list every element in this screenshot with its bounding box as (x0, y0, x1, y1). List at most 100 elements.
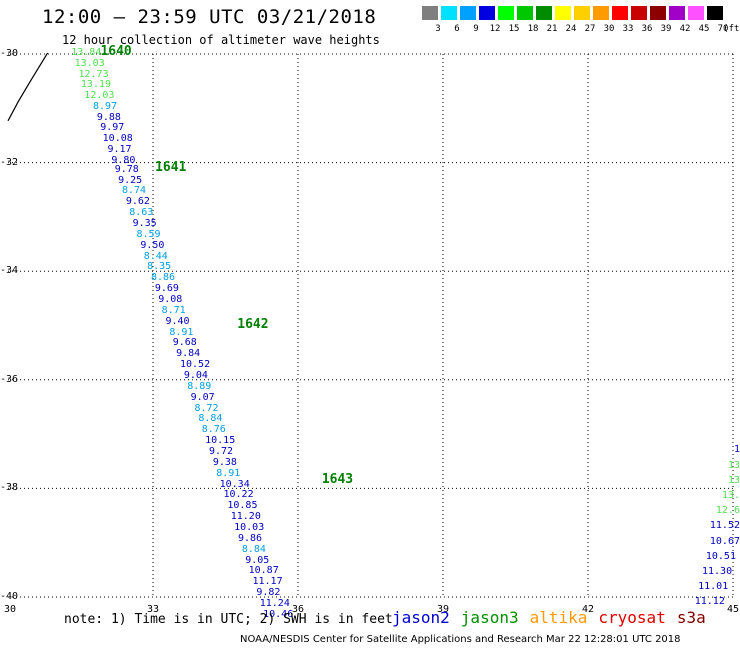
lat-tick-label: -32 (0, 156, 19, 168)
wave-height-label: 9.08 (158, 293, 183, 305)
orbit-number-label: 1642 (237, 316, 269, 332)
lat-tick-label: -30 (0, 48, 19, 59)
colorbar-swatch (441, 6, 457, 20)
colorbar-label: 21 (546, 24, 558, 34)
colorbar-label: 42 (679, 24, 691, 34)
lon-tick-label: 39 (436, 604, 450, 615)
wave-height-label: 9.25 (118, 174, 143, 186)
wave-height-label: 13.03 (74, 57, 105, 69)
colorbar-swatch (593, 6, 609, 20)
wave-height-label: 8.72 (194, 402, 219, 414)
lat-tick-label: -36 (0, 373, 19, 385)
satellite-name: altika (529, 608, 588, 627)
wave-height-label: 9.80 (111, 154, 136, 166)
wave-height-label: 13.84 (71, 47, 102, 59)
colorbar-label: 15 (508, 24, 520, 34)
orbit-number-label: 1640 (100, 44, 132, 60)
colorbar-label: 33 (622, 24, 634, 34)
wave-height-label: 8.71 (161, 304, 186, 316)
coastline (7, 52, 49, 122)
colorbar-label: 9 (473, 24, 479, 34)
wave-height-label: 12.73 (78, 68, 109, 80)
colorbar-swatch (574, 6, 590, 20)
colorbar-label: 45 (698, 24, 710, 34)
wave-height-label: 9.05 (245, 554, 270, 566)
wave-height-label: 9.04 (183, 369, 208, 381)
wave-height-label: 12.03 (84, 89, 115, 101)
wave-height-label: 10.51 (705, 550, 736, 562)
colorbar-label: 30 (603, 24, 615, 34)
wave-height-label: 8.35 (147, 261, 172, 273)
colorbar-label: 27 (584, 24, 596, 34)
colorbar-label: 12 (489, 24, 501, 34)
wave-height-label: 9.68 (172, 337, 197, 349)
wave-height-label: 13. (721, 490, 740, 501)
lon-tick-label: 42 (581, 604, 595, 615)
wave-height-label: 8.63 (129, 207, 154, 219)
wave-height-label: 11.24 (259, 598, 290, 610)
colorbar-swatch (517, 6, 533, 20)
wave-height-label: 10.52 (180, 359, 211, 371)
colorbar-swatch (422, 6, 438, 20)
lon-tick-label: 36 (291, 604, 305, 615)
wave-height-label: 8.86 (151, 272, 176, 284)
colorbar-swatch (536, 6, 552, 20)
colorbar-label: 18 (527, 24, 539, 34)
colorbar-label: 36 (641, 24, 653, 34)
colorbar-swatch (555, 6, 571, 20)
satellite-name: jason2 (392, 608, 450, 627)
satellite-legend: jason2 jason3 altika cryosat s3a (392, 608, 717, 627)
lat-tick-label: -38 (0, 482, 19, 494)
wave-height-label: 9.17 (107, 144, 132, 156)
wave-height-label: 9.50 (140, 239, 165, 251)
wave-height-label: 8.74 (122, 185, 147, 197)
wave-height-label: 13 (727, 459, 740, 471)
wave-height-label: 8.76 (201, 424, 226, 436)
wave-height-label: 10.87 (248, 565, 279, 577)
colorbar-swatch (612, 6, 628, 20)
orbit-number-label: 1641 (155, 159, 187, 175)
wave-height-label: 8.59 (136, 228, 161, 240)
wave-height-label: 9.72 (209, 446, 234, 458)
wave-height-label: 10.08 (102, 133, 133, 145)
wave-height-label: 1 (733, 444, 740, 456)
wave-height-label: 8.89 (187, 380, 212, 392)
satellite-name: jason3 (460, 608, 519, 627)
wave-height-label: 10.15 (205, 435, 236, 447)
wave-height-label: 10.46 (263, 608, 294, 620)
wave-height-label: 11.30 (702, 566, 733, 578)
wave-height-label: 8.84 (241, 543, 266, 555)
subtitle: 12 hour collection of altimeter wave hei… (62, 33, 380, 47)
lat-tick-label: -34 (0, 265, 19, 277)
wave-height-label: 8.91 (169, 326, 194, 338)
wave-height-label: 9.78 (114, 163, 139, 175)
wave-height-label: 9.40 (165, 315, 190, 327)
note-text: note: 1) Time is in UTC; 2) SWH is in fe… (64, 612, 393, 627)
lon-tick-label: 45 (726, 604, 740, 615)
wave-height-label: 9.82 (256, 587, 281, 599)
satellite-name: cryosat (598, 608, 666, 627)
wave-height-label: 10.67 (709, 535, 740, 547)
wave-height-label: 9.69 (154, 283, 179, 295)
colorbar-unit: (ft) (723, 24, 740, 34)
wave-height-label: 9.62 (125, 196, 150, 208)
wave-height-label: 10.85 (227, 500, 258, 512)
wave-height-label: 8.44 (143, 250, 168, 262)
wave-height-label: 9.97 (100, 122, 125, 134)
colorbar-swatch (479, 6, 495, 20)
colorbar-label: 24 (565, 24, 577, 34)
wave-height-label: 9.38 (212, 456, 237, 468)
wave-height-label: 11.20 (230, 511, 261, 523)
wave-height-label: 9.84 (176, 348, 201, 360)
wave-height-label: 9.07 (190, 391, 215, 403)
wave-height-label: 8.97 (93, 100, 118, 112)
wave-height-label: 11.52 (709, 520, 740, 532)
credit-text: NOAA/NESDIS Center for Satellite Applica… (240, 634, 681, 645)
wave-height-label: 13 (727, 474, 740, 486)
colorbar-swatch (688, 6, 704, 20)
colorbar-swatch (498, 6, 514, 20)
lon-tick-label: 30 (3, 604, 17, 615)
wave-height-label: 12.6 (715, 505, 740, 517)
colorbar-label: 39 (660, 24, 672, 34)
